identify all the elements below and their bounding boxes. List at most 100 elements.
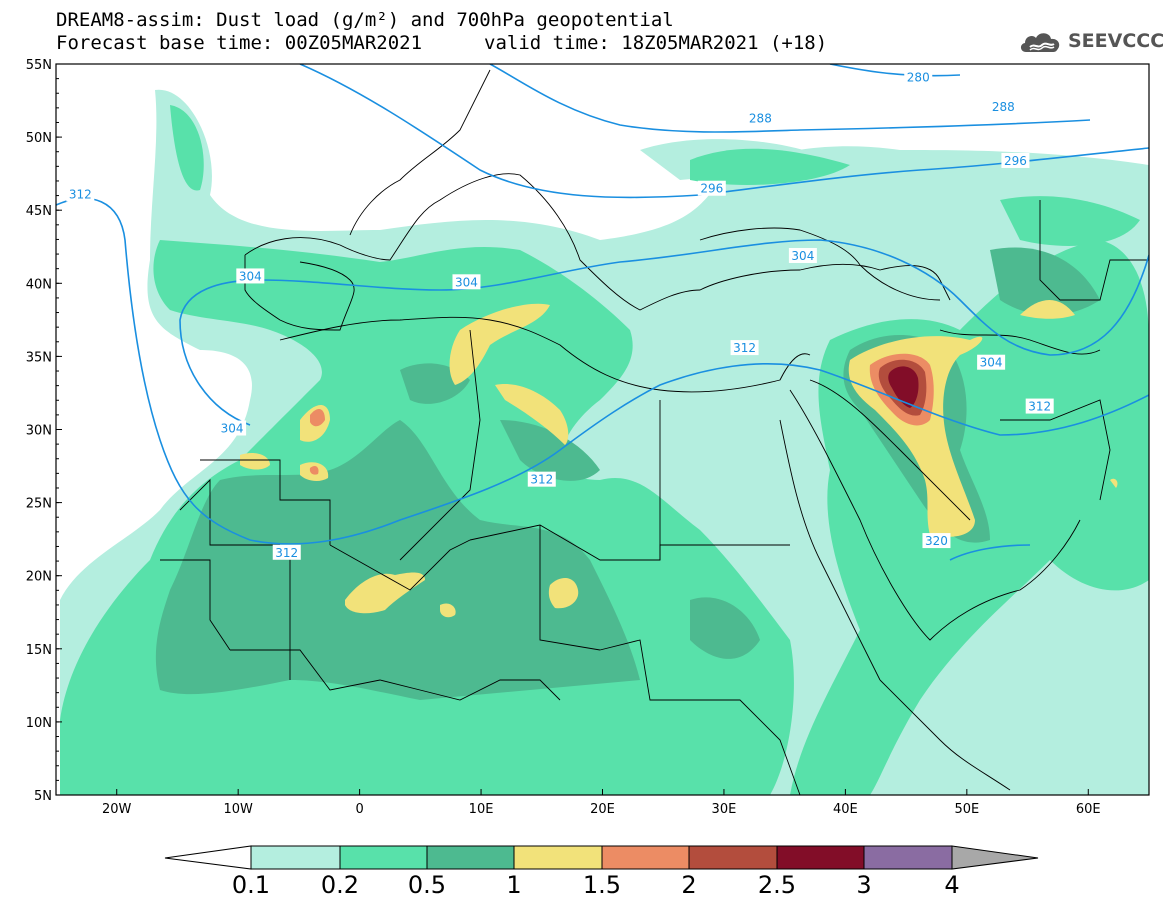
contour-label-text: 312 xyxy=(733,341,756,355)
contour-label: 304 xyxy=(788,247,817,263)
contour-label: 304 xyxy=(452,274,481,290)
legend-label: 4 xyxy=(944,871,959,899)
contour-label: 304 xyxy=(218,420,247,436)
legend-label: 2 xyxy=(681,871,696,899)
dust-level-0-5 xyxy=(155,247,1100,700)
lon-label: 10W xyxy=(223,802,253,817)
lat-label: 35N xyxy=(26,350,52,365)
dust-level-2-5 xyxy=(888,366,919,408)
legend-label: 0.2 xyxy=(321,871,359,899)
base-time: Forecast base time: 00Z05MAR2021 xyxy=(56,32,423,54)
lon-label: 60E xyxy=(1076,802,1101,817)
contour-label: 296 xyxy=(1001,152,1030,168)
contour-label-bg xyxy=(1001,152,1030,168)
country-borders xyxy=(160,69,1149,795)
lon-label: 40E xyxy=(833,802,858,817)
lon-label: 30E xyxy=(712,802,737,817)
contour-label-bg xyxy=(922,533,951,549)
contour-label-text: 296 xyxy=(700,182,723,196)
contour-label-text: 304 xyxy=(239,269,262,283)
cloud-icon xyxy=(1020,33,1060,52)
contour-label-text: 312 xyxy=(69,188,92,202)
legend-arrow-right xyxy=(951,845,1039,870)
contour-label-bg xyxy=(236,268,265,284)
contour-label-text: 304 xyxy=(221,422,244,436)
lat-label: 25N xyxy=(26,497,52,512)
contour-label: 312 xyxy=(1025,398,1054,414)
contour-label-text: 312 xyxy=(1028,400,1051,414)
legend-arrow-left xyxy=(164,845,252,870)
color-legend: 0.1 0.2 0.5 1 1.5 2 2.5 3 4 xyxy=(164,845,1039,899)
legend-bin-1-5 xyxy=(601,845,690,870)
contour-label-bg xyxy=(977,354,1006,370)
contour-label-text: 288 xyxy=(749,112,772,126)
longitude-axis: 20W 10W 0 10E 20E 30E 40E 50E 60E xyxy=(102,789,1101,817)
contour-label: 280 xyxy=(904,69,933,85)
contour-labels: 280 288 288 296 296 312 304 304 304 304 312 312 312 3… xyxy=(66,69,1054,560)
lat-label: 40N xyxy=(26,277,52,292)
contour-label-text: 296 xyxy=(1004,154,1027,168)
contour-label-text: 312 xyxy=(275,546,298,560)
contour-label-text: 288 xyxy=(992,100,1015,114)
contour-label-bg xyxy=(746,110,775,126)
contour-label-bg xyxy=(697,180,726,196)
map-field: 280 288 288 296 296 312 304 304 304 304 312 312 312 3… xyxy=(56,64,1149,795)
lat-label: 10N xyxy=(26,716,52,731)
contour-label: 320 xyxy=(922,533,951,549)
contour-label: 304 xyxy=(236,268,265,284)
seevccc-logo: SEEVCCC xyxy=(1018,26,1164,58)
map-subtitle: Forecast base time: 00Z05MAR2021 valid ti… xyxy=(56,32,827,54)
lon-label: 20W xyxy=(102,802,132,817)
contour-label: 312 xyxy=(66,186,95,202)
legend-bin-0-5 xyxy=(426,845,515,870)
legend-labels: 0.1 0.2 0.5 1 1.5 2 2.5 3 4 xyxy=(232,871,960,899)
contour-label-bg xyxy=(1025,398,1054,414)
lat-label: 45N xyxy=(26,204,52,219)
contour-label-text: 280 xyxy=(907,71,930,85)
contour-label-bg xyxy=(218,420,247,436)
contour-label: 304 xyxy=(977,354,1006,370)
lat-label: 5N xyxy=(34,789,52,804)
contour-label-text: 304 xyxy=(980,356,1003,370)
map-title: DREAM8-assim: Dust load (g/m²) and 700hP… xyxy=(56,9,674,31)
contour-label-bg xyxy=(527,471,556,487)
contour-label-text: 304 xyxy=(791,249,814,263)
contour-label: 312 xyxy=(730,340,759,356)
legend-label: 0.5 xyxy=(408,871,446,899)
lat-label: 50N xyxy=(26,131,52,146)
valid-time: valid time: 18Z05MAR2021 (+18) xyxy=(484,32,828,54)
lat-label: 30N xyxy=(26,424,52,439)
contour-label-bg xyxy=(788,247,817,263)
contour-label-bg xyxy=(989,98,1018,114)
logo-text: SEEVCCC xyxy=(1068,30,1165,52)
contour-label-text: 320 xyxy=(925,534,948,548)
contour-label: 288 xyxy=(989,98,1018,114)
legend-bin-0-1 xyxy=(250,845,341,870)
lon-label: 0 xyxy=(355,802,363,817)
contour-label: 296 xyxy=(697,180,726,196)
legend-label: 3 xyxy=(856,871,871,899)
contour-label-bg xyxy=(730,340,759,356)
contour-label-text: 304 xyxy=(455,275,478,289)
contour-label-text: 312 xyxy=(530,473,553,487)
legend-label: 0.1 xyxy=(232,871,270,899)
legend-bin-0-2 xyxy=(339,845,428,870)
lat-label: 20N xyxy=(26,570,52,585)
legend-bin-2 xyxy=(688,845,778,870)
contour-label: 288 xyxy=(746,110,775,126)
lat-label: 15N xyxy=(26,643,52,658)
contour-label: 312 xyxy=(272,544,301,560)
lon-label: 10E xyxy=(469,802,494,817)
lon-label: 50E xyxy=(954,802,979,817)
legend-bin-1 xyxy=(513,845,603,870)
contour-label-bg xyxy=(904,69,933,85)
legend-bin-2-5 xyxy=(776,845,865,870)
contour-label-bg xyxy=(272,544,301,560)
lat-label: 55N xyxy=(26,58,52,73)
legend-bin-3 xyxy=(863,845,953,870)
latitude-axis: 5N 10N 15N 20N 25N 30N 35N 40N 45N 50N 55N xyxy=(26,58,62,804)
contour-label-bg xyxy=(452,274,481,290)
contour-label-bg xyxy=(66,186,95,202)
legend-label: 1 xyxy=(506,871,521,899)
